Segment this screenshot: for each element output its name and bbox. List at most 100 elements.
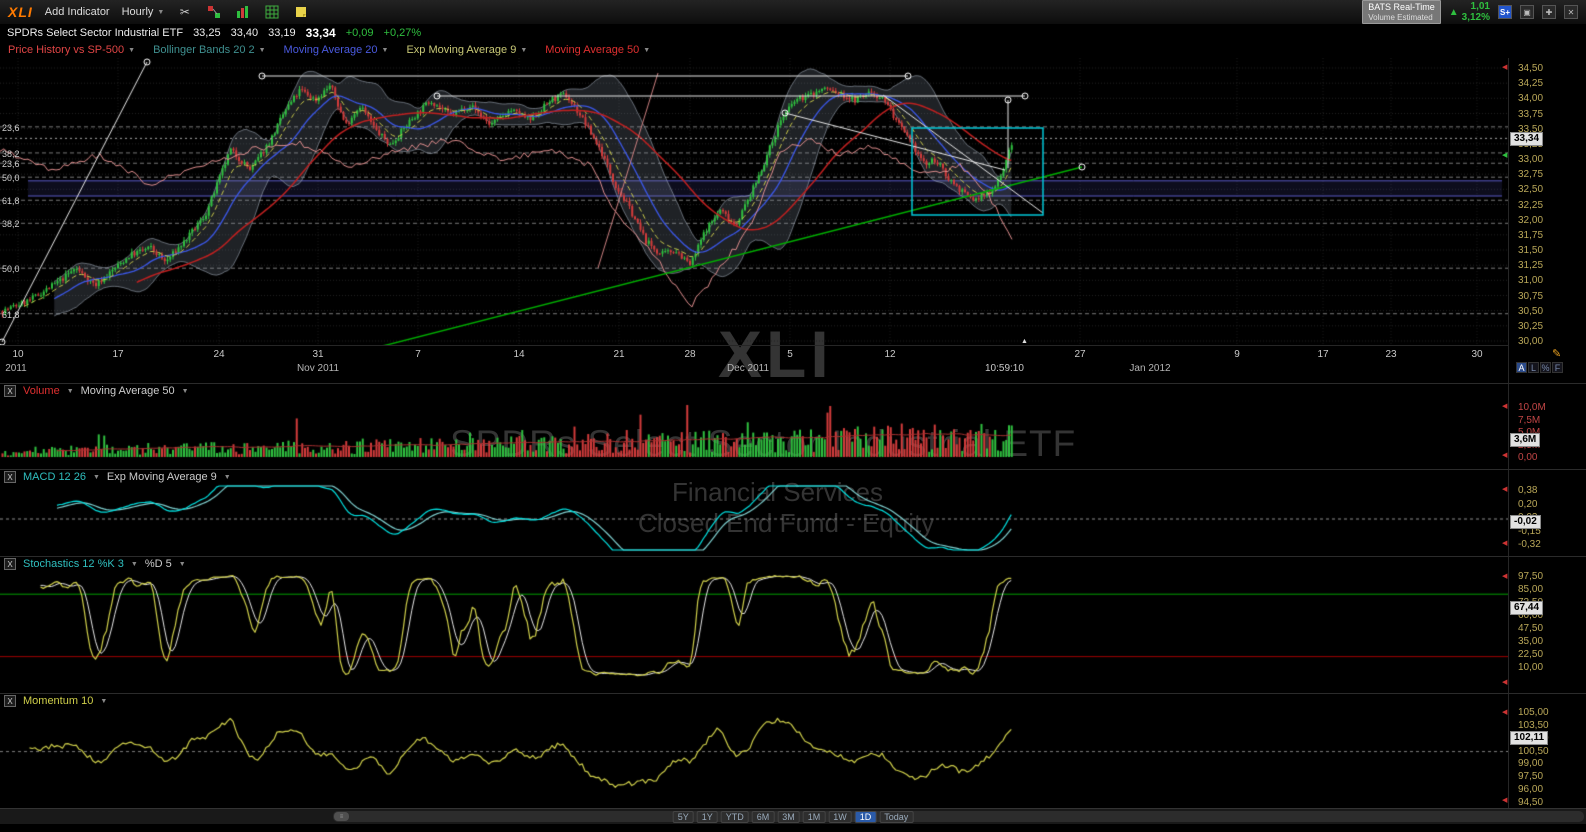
drawing-tools-icon[interactable]: ✂: [179, 5, 190, 19]
axis-marker-icon: ◀: [1502, 679, 1508, 686]
chart-style-icon[interactable]: [234, 4, 251, 21]
add-indicator-button[interactable]: Add Indicator: [44, 6, 110, 18]
x-axis-month-label: 2011: [5, 363, 27, 374]
period-label: Hourly: [121, 6, 154, 18]
chevron-down-icon: ▼: [130, 560, 138, 568]
bottom-bar: ≡ 5Y 1Y YTD 6M 3M 1M 1W 1D Today: [0, 808, 1586, 824]
close-momentum-panel-button[interactable]: X: [4, 695, 16, 707]
quote-low: 33,19: [268, 27, 296, 39]
x-axis-month-label: Nov 2011: [296, 363, 340, 374]
axis-marker-icon: ◀: [1502, 152, 1508, 159]
volume-estimated-note: Volume Estimated: [1368, 12, 1433, 22]
stream-button[interactable]: S+: [1498, 5, 1512, 19]
notes-icon[interactable]: [292, 4, 309, 21]
price-axis-label: 33,00: [1518, 154, 1544, 165]
x-axis-month-label: Dec 2011: [726, 363, 770, 374]
volume-ma-label[interactable]: Moving Average 50: [80, 385, 175, 397]
timeframe-button-1y[interactable]: 1Y: [696, 811, 718, 823]
price-axis-label: 30,75: [1518, 290, 1544, 302]
timeframe-button-1m[interactable]: 1M: [802, 811, 826, 823]
monitor-button[interactable]: ▣: [1520, 5, 1534, 19]
timeframe-button-1w[interactable]: 1W: [828, 811, 852, 823]
indicator-chip[interactable]: Price History vs SP-500 ▼: [8, 44, 135, 56]
price-axis-label: 10,0M: [1518, 402, 1546, 413]
price-axis-label: 32,00: [1518, 214, 1544, 226]
compare-icon[interactable]: [205, 4, 222, 21]
draw-tool-icon[interactable]: ✎: [1552, 348, 1562, 360]
timeframe-button-3m[interactable]: 3M: [777, 811, 800, 823]
indicator-chip[interactable]: Moving Average 20 ▼: [284, 44, 389, 56]
close-stochastics-panel-button[interactable]: X: [4, 558, 16, 570]
volume-title[interactable]: Volume: [23, 385, 60, 397]
indicator-chip[interactable]: Moving Average 50 ▼: [545, 44, 650, 56]
indicator-chip[interactable]: Bollinger Bands 20 2 ▼: [153, 44, 265, 56]
change-percent: 3,12%: [1461, 12, 1490, 23]
quote-change-percent: +0,27%: [383, 27, 422, 39]
popout-button[interactable]: ✚: [1542, 5, 1556, 19]
price-axis-label: 30,00: [1518, 336, 1544, 347]
price-axis-label: -0,32: [1518, 539, 1541, 550]
scale-toggle-pct[interactable]: %: [1540, 362, 1551, 373]
price-axis-label: 96,00: [1518, 784, 1544, 796]
close-button[interactable]: ✕: [1564, 5, 1578, 19]
macd-chart[interactable]: [0, 484, 1508, 552]
scale-toggle-f[interactable]: F: [1552, 362, 1563, 373]
x-axis-label: 31: [312, 349, 324, 360]
chevron-down-icon: ▼: [157, 8, 165, 16]
up-arrow-icon: ▲: [1448, 6, 1459, 18]
x-axis-label: 7: [415, 349, 421, 360]
close-volume-panel-button[interactable]: X: [4, 385, 16, 397]
scale-toggle-l[interactable]: L: [1528, 362, 1539, 373]
chevron-down-icon: ▼: [643, 46, 651, 54]
timeframe-button-ytd[interactable]: YTD: [720, 811, 749, 823]
volume-badge: 3,6M: [1510, 433, 1541, 447]
stochastics-d-label[interactable]: %D 5: [144, 558, 172, 570]
chevron-down-icon: ▼: [181, 387, 189, 395]
price-axis-label: 47,50: [1518, 623, 1544, 634]
chevron-down-icon: ▼: [258, 46, 266, 54]
macd-panel-header: X MACD 12 26 ▼ Exp Moving Average 9 ▼: [0, 469, 1586, 484]
last-price-badge: 33,34: [1510, 132, 1544, 146]
chevron-down-icon: ▼: [520, 46, 528, 54]
close-macd-panel-button[interactable]: X: [4, 471, 16, 483]
timeframe-button-1d[interactable]: 1D: [854, 811, 877, 823]
scrollbar-grip[interactable]: ≡: [334, 812, 349, 821]
price-axis-label: 30,50: [1518, 305, 1544, 317]
chevron-down-icon: ▼: [223, 473, 231, 481]
price-axis-label: 85,00: [1518, 584, 1544, 595]
toolbar: XLI Add Indicator Hourly ▼ ✂ BATS Real-T…: [0, 0, 1586, 24]
momentum-chart[interactable]: [0, 708, 1508, 808]
indicator-chip[interactable]: Exp Moving Average 9 ▼: [406, 44, 527, 56]
macd-title[interactable]: MACD 12 26: [23, 471, 86, 483]
volume-panel-header: X Volume ▼ Moving Average 50 ▼: [0, 383, 1586, 398]
comparison-change: ▲ 1,01 3,12%: [1449, 1, 1490, 23]
stochastics-chart[interactable]: [0, 571, 1508, 690]
price-axis-label: 0,00: [1518, 452, 1538, 463]
price-axis-label: 97,50: [1518, 571, 1544, 582]
fib-level-label: 50,0: [2, 173, 20, 184]
main-price-chart[interactable]: [0, 58, 1508, 346]
price-axis-label: 99,00: [1518, 758, 1544, 770]
scale-toggle-a[interactable]: A: [1516, 362, 1527, 373]
timeframe-button-5y[interactable]: 5Y: [672, 811, 694, 823]
grid-icon[interactable]: [263, 4, 280, 21]
timeframe-buttons: 5Y 1Y YTD 6M 3M 1M 1W 1D Today: [672, 811, 914, 823]
price-axis-label: 103,50: [1518, 719, 1549, 731]
fib-level-label: 61,8: [2, 196, 20, 207]
data-source-name: BATS Real-Time: [1368, 2, 1435, 13]
timeframe-button-6m[interactable]: 6M: [751, 811, 775, 823]
momentum-title[interactable]: Momentum 10: [23, 695, 94, 707]
current-time-label: 10:59:10: [985, 363, 1024, 374]
volume-chart[interactable]: [0, 398, 1508, 462]
fib-level-label: 23,6: [2, 159, 20, 170]
axis-marker-icon: ◀: [1502, 573, 1508, 580]
quote-bar: SPDRs Select Sector Industrial ETF 33,25…: [0, 24, 1586, 42]
period-dropdown[interactable]: Hourly ▼: [122, 6, 165, 18]
indicator-bar: Price History vs SP-500 ▼ Bollinger Bands …: [0, 42, 1586, 58]
stochastics-title[interactable]: Stochastics 12 %K 3: [23, 558, 124, 570]
app-logo: XLI: [8, 4, 33, 20]
x-axis-label: 23: [1385, 349, 1397, 360]
horizontal-scrollbar[interactable]: ≡: [333, 811, 1584, 822]
macd-signal-label[interactable]: Exp Moving Average 9: [106, 471, 217, 483]
timeframe-button-today[interactable]: Today: [879, 811, 914, 823]
